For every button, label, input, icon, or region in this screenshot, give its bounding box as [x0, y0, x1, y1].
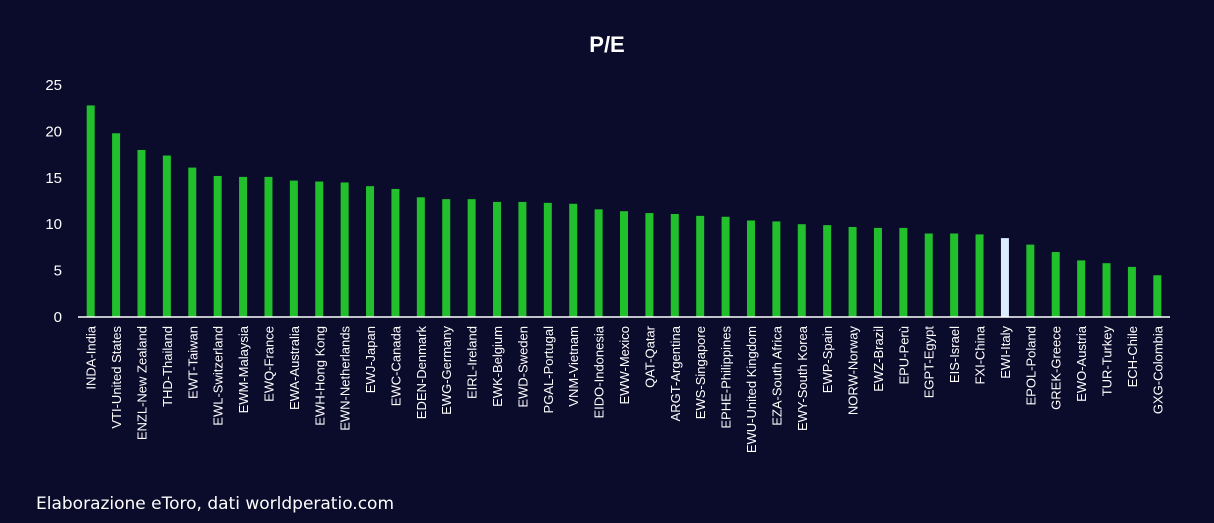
bar	[823, 225, 832, 317]
bar	[1127, 266, 1136, 317]
x-tick-label: EWH-Hong Kong	[312, 326, 327, 426]
source-note: Elaborazione eToro, dati worldperatio.co…	[36, 494, 395, 514]
x-tick-label: EWI-Italy	[998, 326, 1013, 379]
bar	[213, 175, 222, 317]
bar	[188, 167, 197, 317]
bar	[721, 216, 730, 317]
y-axis: 0 5 10 15 20 25	[45, 77, 62, 326]
bar	[772, 221, 781, 317]
bar	[112, 133, 121, 317]
x-tick-label: EWM-Malaysia	[236, 325, 251, 413]
x-tick-label: GREK-Greece	[1049, 326, 1064, 410]
bar	[137, 149, 146, 317]
x-tick-label: EWU-United Kingdom	[744, 326, 759, 453]
x-tick-label: EIDO-Indonesia	[592, 325, 607, 418]
bar	[1102, 263, 1111, 317]
bar	[1077, 260, 1086, 317]
bar	[899, 227, 908, 317]
x-tick-label: EIS-Israel	[947, 326, 962, 383]
x-tick-labels: INDA-India VTI-United States ENZL-New Zeal…	[84, 325, 1166, 453]
y-tick-label: 0	[54, 309, 62, 326]
x-tick-label: ECH-Chile	[1125, 326, 1140, 387]
x-tick-label: EGPT-Egypt	[922, 326, 937, 399]
bar	[289, 180, 298, 317]
bar	[467, 199, 476, 317]
bar	[873, 227, 882, 317]
bars-group	[86, 105, 1162, 317]
bar	[416, 197, 425, 317]
bar	[442, 199, 451, 317]
x-tick-label: EDEN-Denmark	[414, 326, 429, 420]
x-tick-label: EWG-Germany	[439, 326, 454, 415]
x-tick-label: EWK-Belgium	[490, 326, 505, 407]
x-tick-label: EWT-Taiwan	[185, 326, 200, 399]
bar	[594, 209, 603, 317]
x-tick-label: EWW-Mexico	[617, 326, 632, 404]
bar	[86, 105, 95, 317]
bar	[670, 213, 679, 317]
x-tick-label: FXI-China	[973, 325, 988, 384]
x-tick-label: TUR-Turkey	[1100, 326, 1115, 397]
x-tick-label: EWS-Singapore	[693, 326, 708, 419]
y-tick-label: 15	[45, 170, 62, 187]
bar	[239, 176, 248, 317]
x-tick-label: EWY-South Korea	[795, 325, 810, 431]
bar	[1000, 238, 1009, 317]
x-tick-label: VTI-United States	[109, 326, 124, 429]
y-tick-label: 5	[54, 263, 62, 280]
bar	[950, 233, 959, 317]
x-tick-label: PGAL-Portugal	[541, 326, 556, 414]
x-tick-label: QAT-Qatar	[642, 325, 657, 388]
bar	[340, 182, 349, 317]
bar	[518, 201, 527, 317]
bar	[797, 224, 806, 317]
x-tick-label: EWC-Canada	[388, 325, 403, 406]
y-tick-label: 25	[45, 77, 62, 94]
x-tick-label: GXG-Colombia	[1150, 325, 1165, 414]
y-tick-label: 20	[45, 123, 62, 140]
x-tick-label: NORW-Norway	[846, 326, 861, 416]
bar	[848, 226, 857, 317]
bar	[1051, 252, 1060, 317]
x-tick-label: EWZ-Brazil	[871, 326, 886, 392]
x-tick-label: EWL-Switzerland	[211, 326, 226, 426]
x-tick-label: EIRL-Ireland	[465, 326, 480, 399]
bar	[315, 181, 324, 317]
bar	[696, 215, 705, 317]
x-tick-label: THD-Thailand	[160, 326, 175, 407]
x-tick-label: VNM-Vietnam	[566, 326, 581, 407]
bar	[746, 220, 755, 317]
bar	[391, 188, 400, 317]
x-tick-label: EWQ-France	[261, 326, 276, 402]
bar	[493, 201, 502, 317]
x-tick-label: EZA-South Africa	[769, 325, 784, 425]
bar	[1153, 275, 1162, 317]
x-tick-label: EWN-Netherlands	[338, 326, 353, 431]
bar	[645, 213, 654, 317]
bar	[543, 202, 552, 317]
x-tick-label: EWD-Sweden	[515, 326, 530, 408]
x-tick-label: EWP-Spain	[820, 326, 835, 393]
bar	[569, 203, 578, 317]
x-tick-label: EWA-Australia	[287, 325, 302, 410]
bar	[1026, 244, 1035, 317]
x-tick-label: EPOL-Poland	[1023, 326, 1038, 406]
bar	[924, 233, 933, 317]
y-tick-label: 10	[45, 216, 62, 233]
x-tick-label: INDA-India	[84, 325, 99, 389]
x-tick-label: ENZL-New Zealand	[134, 326, 149, 440]
bar	[366, 186, 375, 317]
x-tick-label: ARGT-Argentina	[668, 325, 683, 421]
bar	[162, 155, 171, 317]
bar	[620, 211, 628, 317]
x-tick-label: EPU-Perù	[896, 326, 911, 385]
bar	[264, 176, 273, 317]
bar	[975, 234, 984, 317]
x-tick-label: EWO-Austria	[1074, 325, 1089, 402]
x-tick-label: EWJ-Japan	[363, 326, 378, 393]
chart-title: P/E	[589, 32, 624, 57]
x-tick-label: EPHE-Philippines	[719, 326, 734, 429]
